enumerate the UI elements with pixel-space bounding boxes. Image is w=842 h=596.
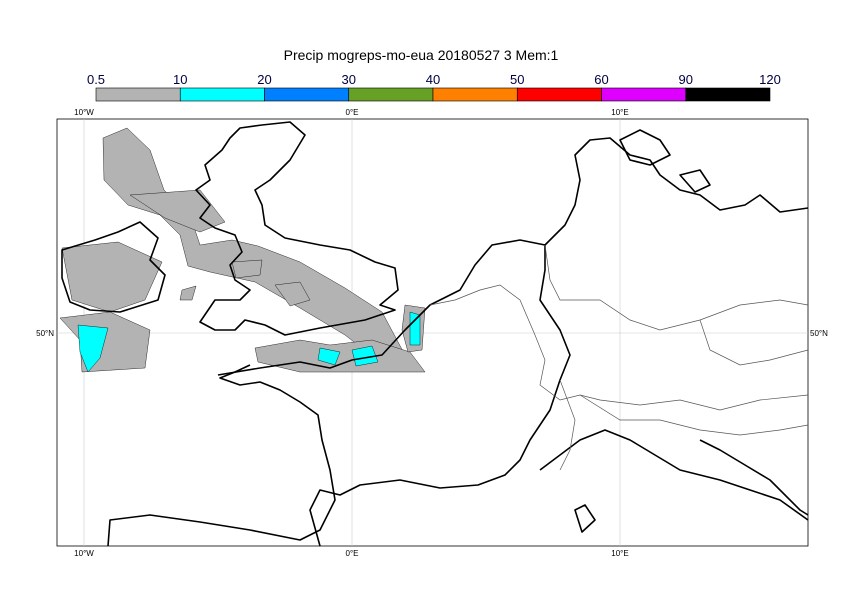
border-germany	[544, 244, 809, 331]
colorbar-tick-label: 10	[173, 72, 188, 87]
coast-zealand	[679, 169, 711, 193]
coast-ligurian	[539, 429, 809, 521]
lat-label-50n-left: 50°N	[36, 329, 54, 338]
borders	[429, 244, 809, 471]
graticule	[57, 119, 808, 546]
lon-label-0-bottom: 0°E	[346, 549, 359, 558]
precip-patch-channel	[254, 339, 426, 373]
coast-biscay	[107, 364, 336, 547]
colorbar-tick-label: 120	[759, 72, 781, 87]
precip-cyan-2	[351, 345, 379, 367]
border-alps	[579, 394, 809, 436]
lon-label-10w-top: 10°W	[74, 108, 94, 117]
colorbar-tick-label: 20	[257, 72, 272, 87]
colorbar-tick-label: 50	[510, 72, 525, 87]
colorbar-tick-label: 60	[594, 72, 609, 87]
precip-streak-2	[231, 259, 263, 279]
precip-band-uk	[102, 127, 406, 363]
lon-label-10e-bottom: 10°E	[611, 549, 628, 558]
border-france-north	[429, 284, 809, 411]
colorbar-tick-label: 30	[341, 72, 356, 87]
colorbar-legend: 0.5 10 20 30 40 50 60 90 120	[0, 0, 842, 110]
axis-labels: 10°W 0°E 10°E 10°W 0°E 10°E 50°N 50°N	[36, 108, 828, 558]
coast-ireland	[61, 221, 166, 313]
coast-north-sea-baltic	[544, 137, 809, 246]
precip-streak-3	[179, 285, 197, 301]
border-france-italy	[559, 379, 576, 471]
precip-cyan-3	[409, 311, 421, 346]
map-frame	[56, 118, 809, 547]
lon-label-10w-bottom: 10°W	[74, 549, 94, 558]
lat-label-50n-right: 50°N	[810, 329, 828, 338]
coast-corsica	[574, 504, 596, 533]
coast-great-britain	[195, 121, 399, 336]
coast-france-benelux	[217, 239, 571, 547]
precip-patch-sw	[59, 311, 151, 373]
colorbar	[95, 87, 771, 102]
border-czech	[699, 319, 809, 366]
coast-adriatic	[699, 439, 809, 516]
precip-patch-ireland	[61, 241, 163, 313]
colorbar-boxes	[95, 87, 771, 102]
lon-label-10e-top: 10°E	[611, 108, 628, 117]
precip-field	[59, 127, 426, 373]
precip-streak-1	[274, 281, 311, 307]
map-title: Precip mogreps-mo-eua 20180527 3 Mem:1	[283, 47, 559, 63]
colorbar-tick-label: 0.5	[86, 72, 106, 87]
precip-cyan-sw	[77, 324, 109, 373]
colorbar-tick-label: 90	[678, 72, 693, 87]
lon-label-0-top: 0°E	[346, 108, 359, 117]
coastlines	[61, 121, 809, 547]
coast-denmark	[619, 129, 671, 166]
colorbar-box-7	[685, 87, 771, 102]
precip-cyan-1	[317, 347, 341, 366]
colorbar-tick-label: 40	[425, 72, 441, 87]
